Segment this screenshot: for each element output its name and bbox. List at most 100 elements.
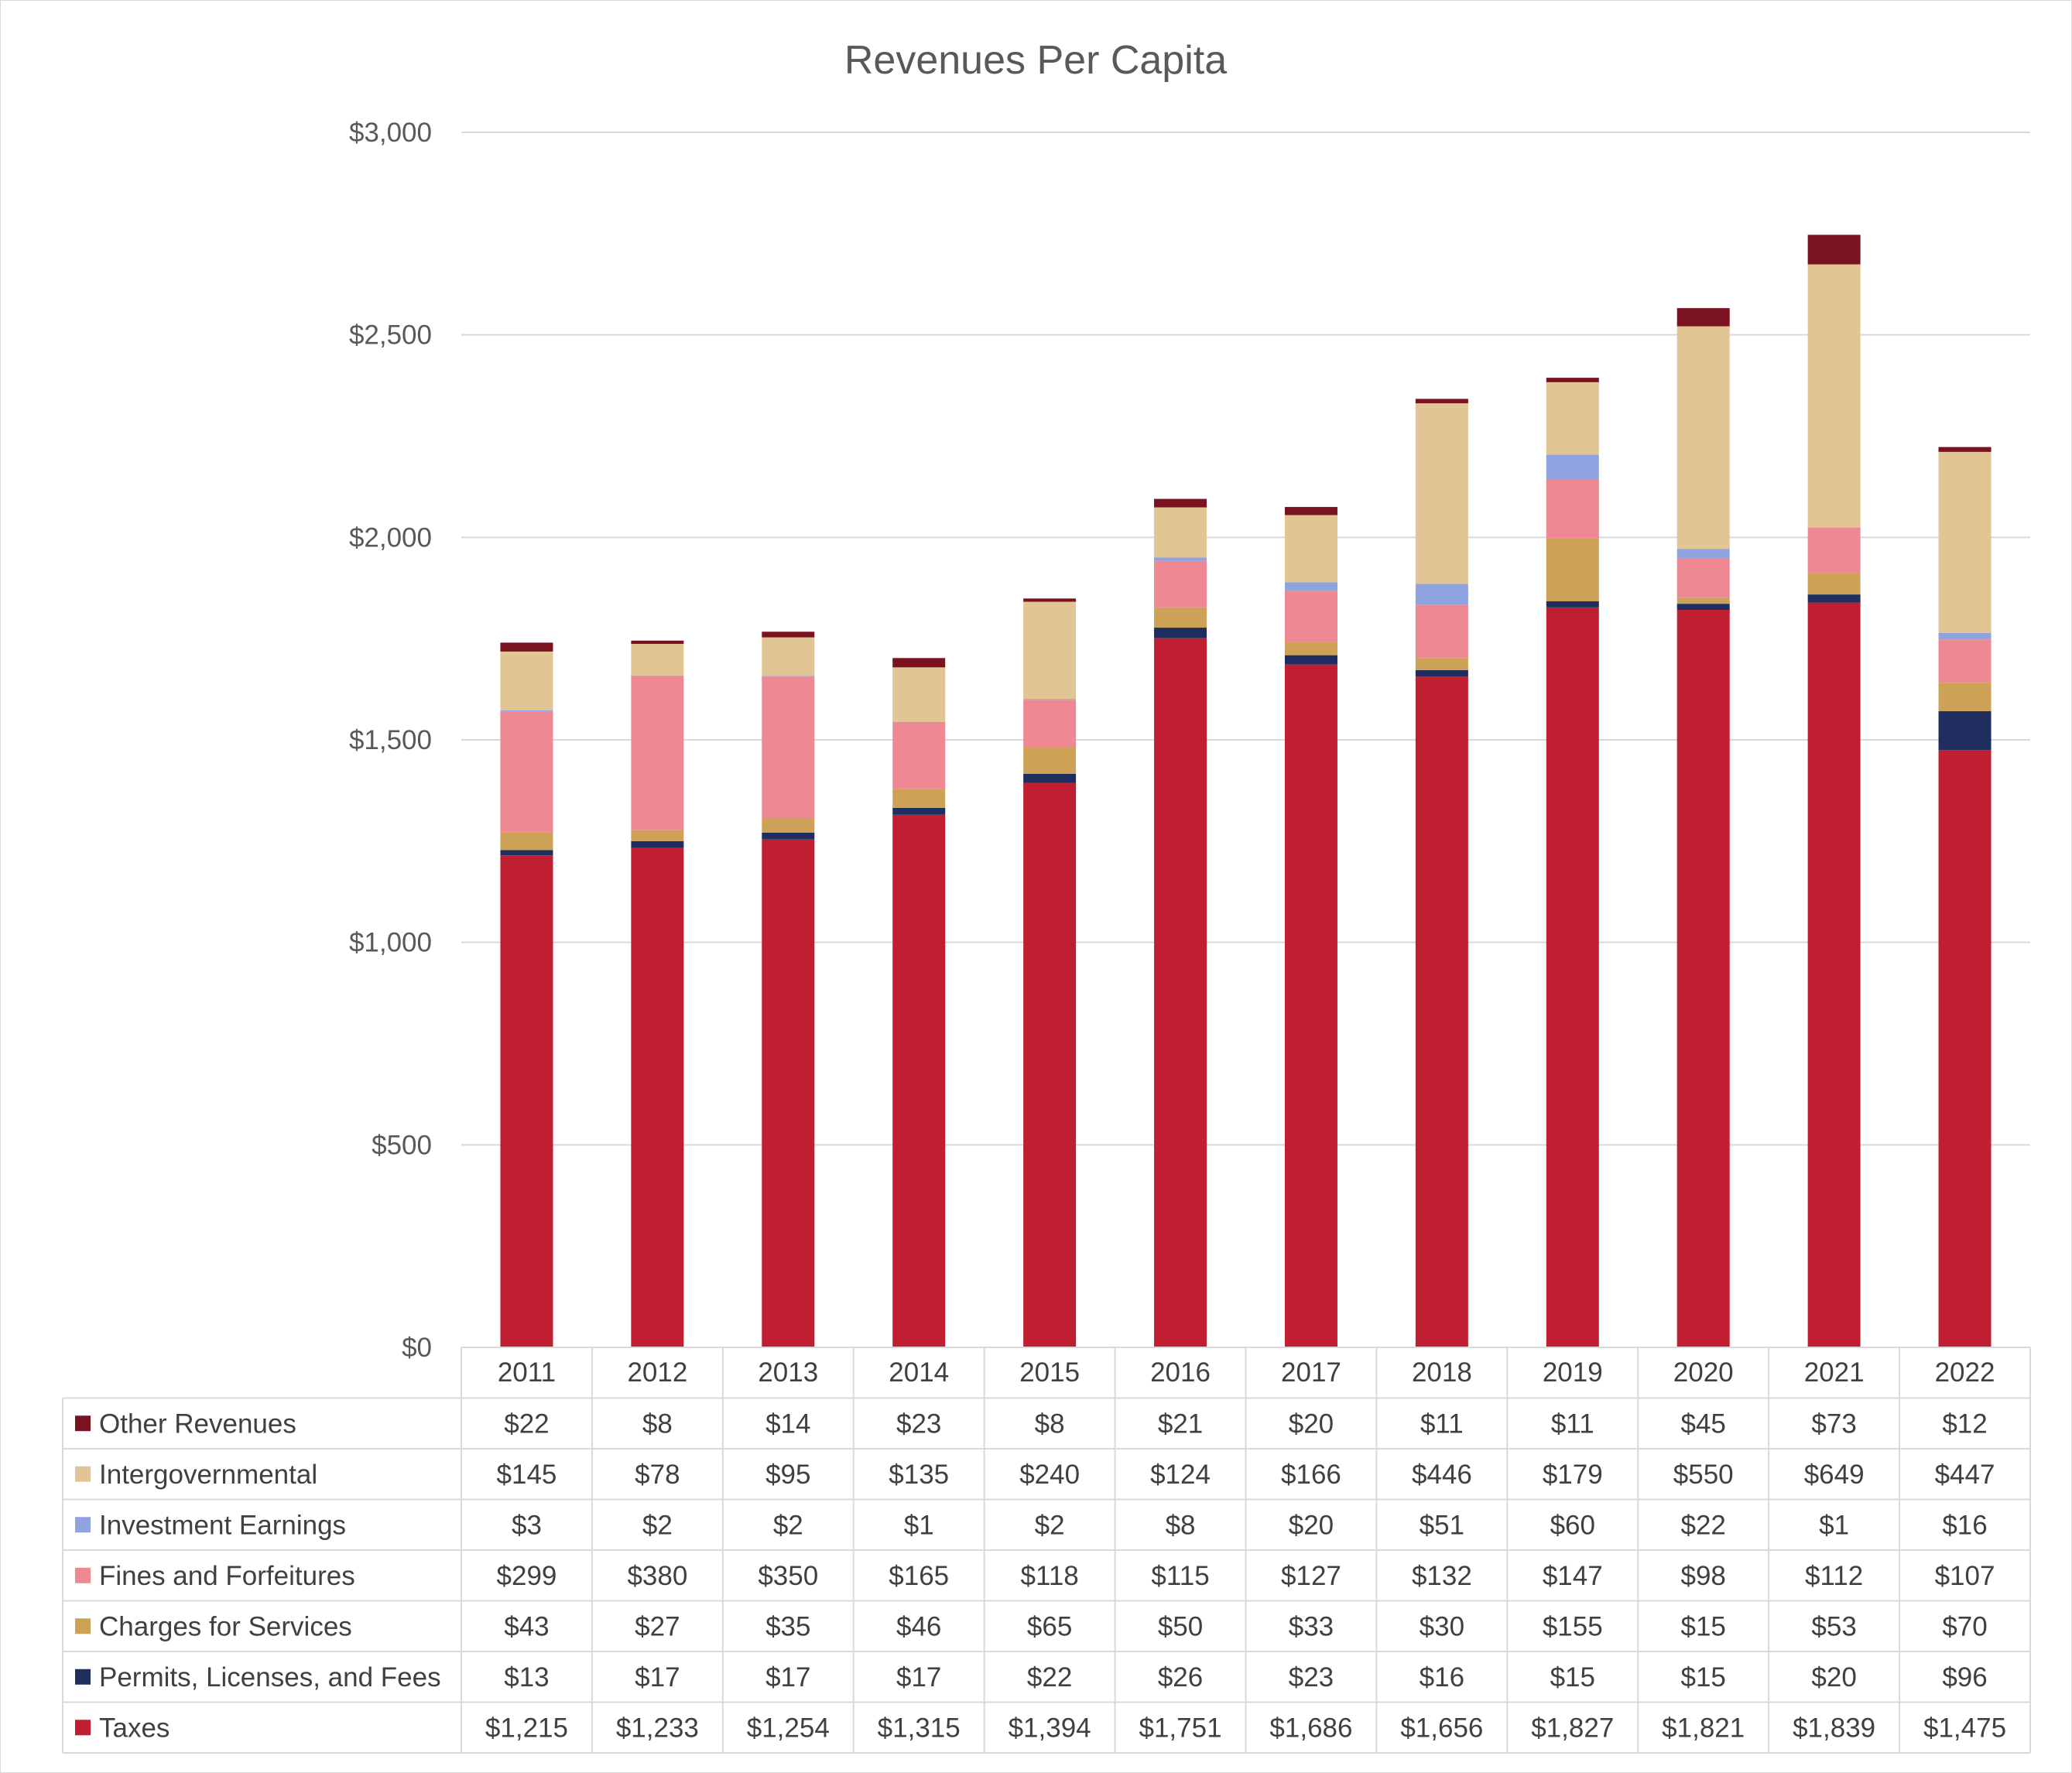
data-label: $17 <box>896 1662 941 1693</box>
bar-segment <box>1807 602 1861 1347</box>
bar-segment <box>762 832 815 840</box>
data-label: $45 <box>1681 1408 1726 1439</box>
bar-segment <box>1023 773 1077 783</box>
data-label: $22 <box>504 1408 549 1439</box>
data-label: $107 <box>1935 1561 1995 1591</box>
bar-segment <box>1676 604 1730 611</box>
bar-segment <box>1284 582 1337 590</box>
data-label: $1,827 <box>1531 1713 1614 1743</box>
bar-segment <box>1676 326 1730 549</box>
data-label: $1,254 <box>747 1713 830 1743</box>
data-label: $73 <box>1811 1408 1856 1439</box>
bar-segment <box>631 840 684 848</box>
bar-segment <box>1938 639 1992 683</box>
data-label: $60 <box>1550 1510 1595 1540</box>
bar-segment <box>892 814 946 1347</box>
bar-segment <box>892 807 946 815</box>
data-label: $1,686 <box>1269 1713 1352 1743</box>
y-tick-label: $500 <box>372 1130 432 1160</box>
y-tick-label: $2,500 <box>349 320 432 351</box>
bar-segment <box>1284 507 1337 515</box>
data-label: $127 <box>1281 1561 1341 1591</box>
data-label: $17 <box>765 1662 810 1693</box>
data-label: $145 <box>497 1460 557 1490</box>
data-label: $649 <box>1804 1460 1865 1490</box>
bar-segment <box>762 839 815 1347</box>
data-label: $166 <box>1281 1460 1341 1490</box>
data-label: $550 <box>1673 1460 1734 1490</box>
data-label: $1,839 <box>1793 1713 1875 1743</box>
data-label: $155 <box>1543 1611 1603 1641</box>
data-label: $22 <box>1681 1510 1726 1540</box>
bar-segment <box>1807 527 1861 528</box>
bar-segment <box>500 855 553 1347</box>
bar-segment <box>631 676 684 830</box>
bar-segment <box>1546 454 1599 479</box>
bar-segment <box>1415 604 1468 659</box>
data-table: 2011 2012 2013 2014 2015 2016 2017 2018 2019 2020… <box>62 1347 2031 1754</box>
data-label: $1,751 <box>1139 1713 1222 1743</box>
x-tick-label: 2012 <box>627 1357 687 1388</box>
data-label: $15 <box>1550 1662 1595 1693</box>
bar-segment <box>1284 655 1337 665</box>
legend-entry: Taxes <box>99 1713 170 1743</box>
data-label: $240 <box>1019 1460 1080 1490</box>
bar-segment <box>631 830 684 841</box>
data-label: $179 <box>1543 1460 1603 1490</box>
bar-segment <box>1676 610 1730 1347</box>
bar-segment <box>1284 590 1337 642</box>
data-label: $15 <box>1681 1662 1726 1693</box>
bar-segment <box>1023 782 1077 1347</box>
legend-swatch <box>75 1567 91 1583</box>
bar-segment <box>1154 607 1207 628</box>
bar-segment <box>892 721 946 723</box>
data-label: $78 <box>635 1460 680 1490</box>
y-axis-tick-labels: $0 $500 $1,000 $1,500 $2,000 $2,500 $3,000 <box>349 118 432 1363</box>
bar-segment <box>500 642 553 652</box>
data-label: $2 <box>773 1510 803 1540</box>
bar-segment <box>1676 597 1730 604</box>
y-tick-label: $1,000 <box>349 928 432 958</box>
bar-segment <box>500 651 553 710</box>
bar-segment <box>1546 382 1599 455</box>
data-label: $8 <box>1166 1510 1196 1540</box>
data-label: $30 <box>1420 1611 1464 1641</box>
x-tick-label: 2020 <box>1673 1357 1734 1388</box>
y-tick-label: $2,000 <box>349 522 432 553</box>
data-label: $22 <box>1027 1662 1072 1693</box>
data-label: $2 <box>1035 1510 1065 1540</box>
data-label: $23 <box>896 1408 941 1439</box>
data-label: $147 <box>1543 1561 1603 1591</box>
legend-swatch <box>75 1466 91 1482</box>
bar-segment <box>1807 234 1861 265</box>
bar-segment <box>1284 515 1337 583</box>
legend-entry: Charges for Services <box>99 1611 352 1641</box>
y-tick-label: $0 <box>402 1333 432 1363</box>
bar-segment <box>500 832 553 851</box>
data-label: $46 <box>896 1611 941 1641</box>
x-tick-label: 2018 <box>1412 1357 1472 1388</box>
bar-segment <box>762 676 815 819</box>
bar-segment <box>1676 558 1730 598</box>
data-label: $1 <box>1819 1510 1849 1540</box>
legend-entry: Permits, Licenses, and Fees <box>99 1662 441 1693</box>
data-label: $96 <box>1942 1662 1987 1693</box>
bar-segment <box>1938 710 1992 751</box>
data-label: $1,656 <box>1400 1713 1483 1743</box>
legend-entry: Other Revenues <box>99 1408 296 1439</box>
bar-segment <box>762 632 815 638</box>
x-tick-label: 2015 <box>1019 1357 1080 1388</box>
data-label: $33 <box>1289 1611 1334 1641</box>
data-label: $112 <box>1805 1561 1863 1591</box>
data-label: $27 <box>635 1611 680 1641</box>
bar-segment <box>1546 478 1599 539</box>
bar-segment <box>500 710 553 712</box>
data-label: $35 <box>765 1611 810 1641</box>
bar-segment <box>1938 750 1992 1347</box>
data-label: $43 <box>504 1611 549 1641</box>
legend-entry: Intergovernmental <box>99 1460 317 1490</box>
bar-segment <box>631 643 684 676</box>
bar-segment <box>631 640 684 644</box>
bar-segment <box>762 818 815 833</box>
data-label: $51 <box>1420 1510 1464 1540</box>
